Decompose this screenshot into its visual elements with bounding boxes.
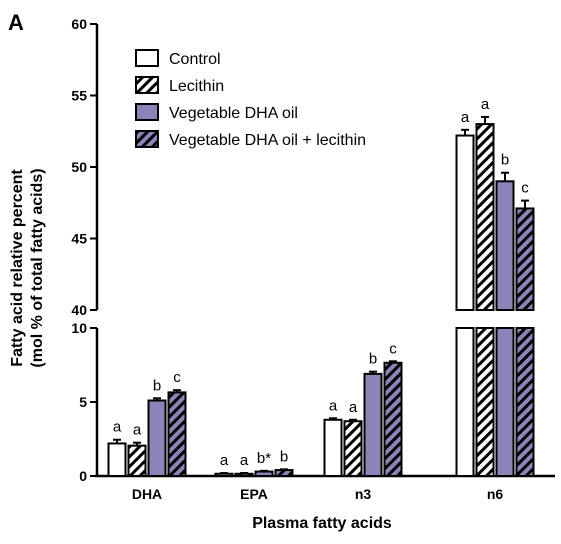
legend-label: Lecithin — [169, 78, 224, 95]
bar — [495, 180, 515, 311]
y-tick-label: 5 — [79, 394, 87, 410]
bar — [455, 327, 475, 477]
bar — [107, 442, 127, 478]
bar — [455, 134, 475, 311]
legend-label: Vegetable DHA oil + lecithin — [169, 132, 366, 149]
x-tick-label: n3 — [355, 486, 372, 502]
x-axis-label: Plasma fatty acids — [252, 515, 392, 532]
significance-letter: c — [521, 180, 529, 197]
x-tick-label: n6 — [487, 486, 504, 502]
significance-letter: a — [481, 96, 490, 113]
significance-letter: b* — [257, 450, 271, 467]
significance-letter: b — [280, 448, 288, 465]
significance-letter: a — [133, 422, 142, 439]
bar — [147, 399, 167, 477]
bar — [167, 391, 187, 478]
significance-letter: a — [461, 109, 470, 126]
significance-letter: a — [240, 452, 249, 469]
y-tick-label: 10 — [71, 320, 87, 336]
x-tick-label: DHA — [132, 486, 162, 502]
bar — [475, 123, 495, 311]
significance-letter: b — [369, 351, 377, 368]
y-axis-title: Fatty acid relative percent (mol % of to… — [9, 168, 46, 367]
y-tick-label: 60 — [71, 16, 87, 32]
bar — [323, 418, 343, 478]
bar — [234, 472, 254, 477]
y-axis-label-line1: Fatty acid relative percent — [9, 169, 26, 367]
legend: Control Lecithin Vegetable DHA oil Vegetabl… — [135, 49, 366, 149]
legend-swatch — [135, 103, 159, 121]
bar — [383, 361, 403, 477]
significance-letter: c — [173, 369, 181, 386]
legend-swatch — [135, 49, 159, 67]
bar — [274, 469, 294, 477]
y-tick-label: 40 — [71, 302, 87, 318]
legend-swatch — [135, 130, 159, 148]
bar — [254, 470, 274, 477]
x-tick-label: EPA — [240, 486, 268, 502]
y-tick-label: 50 — [71, 159, 87, 175]
significance-letter: b — [501, 152, 509, 169]
y-tick-label: 55 — [71, 88, 87, 104]
bar — [515, 327, 535, 477]
y-tick-label: 45 — [71, 231, 87, 247]
y-axis-label-line2: (mol % of total fatty acids) — [29, 168, 46, 367]
bars — [107, 115, 535, 478]
x-tick-labels: DHA EPA n3 n6 — [132, 486, 504, 502]
significance-letter: a — [220, 452, 229, 469]
bar — [515, 207, 535, 311]
significance-letter: a — [329, 397, 338, 414]
bar — [127, 444, 147, 478]
significance-letter: c — [389, 340, 397, 357]
bar — [343, 420, 363, 477]
bar — [495, 327, 515, 477]
bar — [214, 472, 234, 477]
significance-letter: b — [153, 377, 161, 394]
legend-label: Vegetable DHA oil — [169, 105, 298, 122]
y-tick-label: 0 — [79, 468, 87, 484]
legend-label: Control — [169, 51, 221, 68]
legend-swatch — [135, 76, 159, 94]
significance-letter: a — [113, 419, 122, 436]
bar — [475, 327, 495, 477]
bar — [363, 372, 383, 478]
significance-letter: a — [349, 399, 358, 416]
panel-label: A — [8, 10, 24, 35]
